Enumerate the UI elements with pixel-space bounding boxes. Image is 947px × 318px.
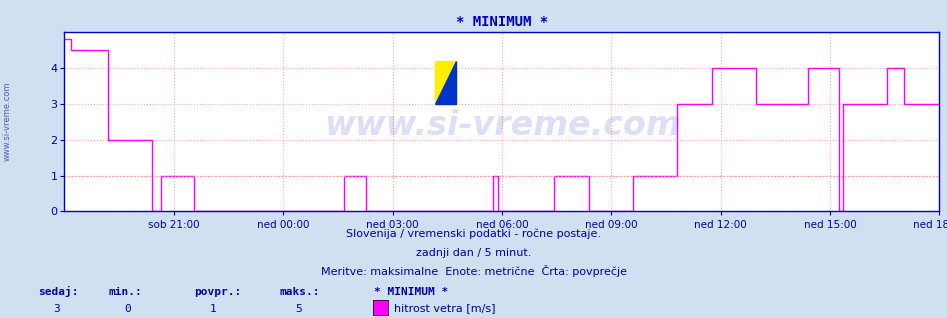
Text: www.si-vreme.com: www.si-vreme.com — [3, 81, 12, 161]
Text: 1: 1 — [209, 304, 217, 314]
Text: Meritve: maksimalne  Enote: metrične  Črta: povprečje: Meritve: maksimalne Enote: metrične Črta… — [320, 265, 627, 277]
Text: zadnji dan / 5 minut.: zadnji dan / 5 minut. — [416, 248, 531, 258]
Polygon shape — [435, 60, 456, 104]
Text: hitrost vetra [m/s]: hitrost vetra [m/s] — [394, 303, 495, 313]
Text: min.:: min.: — [109, 287, 143, 297]
Title: * MINIMUM *: * MINIMUM * — [456, 15, 548, 29]
Text: sedaj:: sedaj: — [38, 286, 79, 297]
FancyBboxPatch shape — [435, 60, 456, 104]
Text: povpr.:: povpr.: — [194, 287, 241, 297]
Text: 0: 0 — [124, 304, 132, 314]
Text: * MINIMUM *: * MINIMUM * — [374, 287, 448, 297]
Text: Slovenija / vremenski podatki - ročne postaje.: Slovenija / vremenski podatki - ročne po… — [346, 228, 601, 239]
Text: www.si-vreme.com: www.si-vreme.com — [324, 109, 680, 142]
Text: 5: 5 — [295, 304, 302, 314]
Text: maks.:: maks.: — [279, 287, 320, 297]
Text: 3: 3 — [53, 304, 61, 314]
